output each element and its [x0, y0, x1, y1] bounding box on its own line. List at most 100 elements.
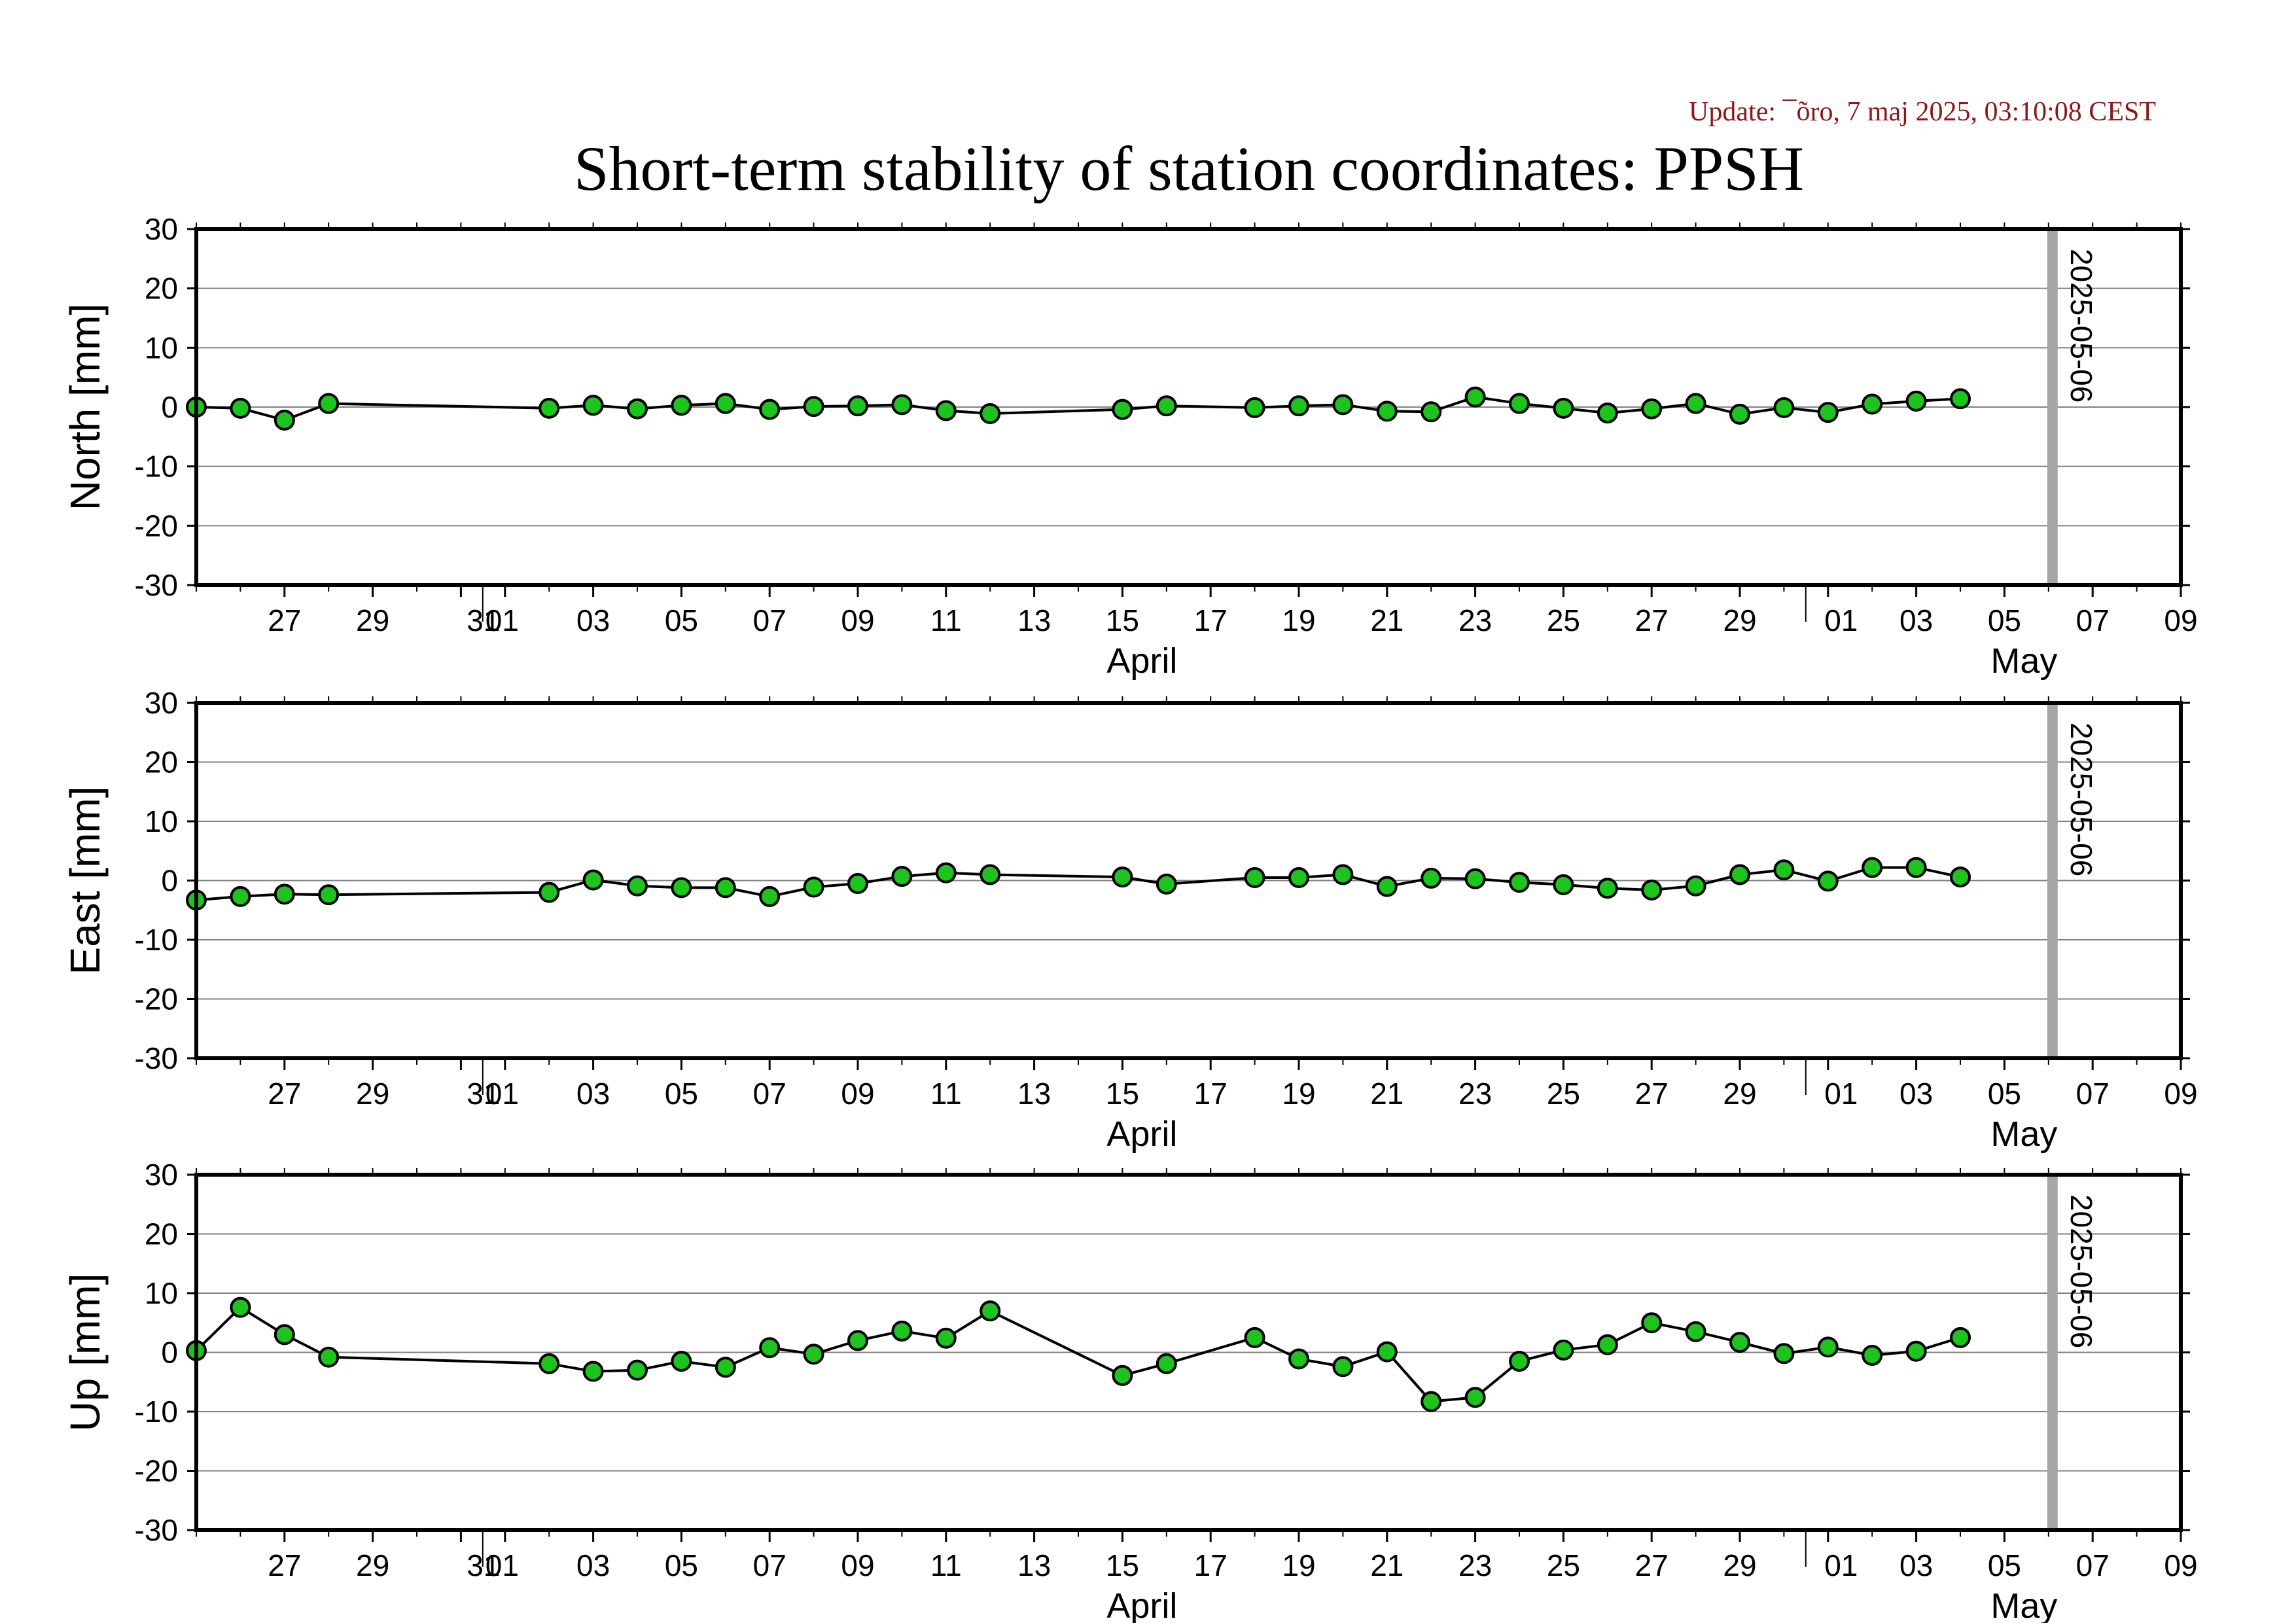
- x-tick-label: 05: [665, 603, 698, 637]
- data-point: [935, 400, 957, 421]
- x-tick-label: 21: [1370, 603, 1404, 637]
- x-tick-label: 29: [1723, 1077, 1756, 1111]
- reference-date-bar: [2047, 1175, 2058, 1530]
- x-tick-label: 07: [753, 1077, 786, 1111]
- data-point: [980, 864, 1001, 885]
- data-point: [539, 1353, 560, 1374]
- x-tick-label: 15: [1106, 1077, 1139, 1111]
- data-point: [230, 397, 251, 419]
- data-point: [1641, 1312, 1663, 1334]
- data-point: [891, 394, 913, 416]
- x-tick-label: 29: [356, 1548, 389, 1582]
- x-tick-label: 09: [841, 603, 874, 637]
- data-point: [627, 1359, 648, 1381]
- y-tick-label: -30: [135, 1513, 178, 1547]
- data-point: [1112, 866, 1133, 888]
- x-tick-label: 31: [467, 1548, 500, 1582]
- data-point: [1244, 866, 1265, 888]
- data-point: [1553, 397, 1574, 419]
- x-tick-label: 07: [753, 1548, 786, 1582]
- x-tick-label: 07: [2076, 603, 2110, 637]
- chart-title: Short-term stability of station coordina…: [574, 134, 1804, 204]
- x-tick-label: 03: [1899, 603, 1933, 637]
- data-point: [1950, 388, 1971, 410]
- series-line: [196, 866, 1961, 902]
- y-axis-label: Up [mm]: [62, 1274, 109, 1432]
- data-point: [1553, 874, 1574, 895]
- update-timestamp: Update: ¯õro, 7 maj 2025, 03:10:08 CEST: [1689, 97, 2156, 127]
- data-point: [1288, 1348, 1309, 1370]
- x-tick-label: 11: [930, 1077, 962, 1111]
- data-point: [1729, 1332, 1750, 1353]
- y-tick-label: 0: [161, 1336, 178, 1370]
- x-tick-label: 03: [1899, 1548, 1933, 1582]
- data-point: [539, 397, 560, 419]
- data-point: [1685, 875, 1706, 897]
- data-point: [1509, 1351, 1530, 1372]
- y-tick-label: 10: [145, 804, 178, 838]
- x-tick-label: 29: [356, 603, 389, 637]
- x-tick-label: 31: [467, 1077, 500, 1111]
- month-label: April: [1106, 1586, 1177, 1623]
- data-point: [1421, 401, 1442, 423]
- data-point: [1288, 866, 1309, 888]
- month-label: April: [1106, 1115, 1177, 1154]
- data-point: [274, 409, 295, 431]
- data-point: [1332, 394, 1354, 416]
- x-tick-label: 27: [268, 1548, 301, 1582]
- x-tick-label: 01: [1824, 603, 1858, 637]
- data-point: [230, 1296, 251, 1318]
- x-tick-label: 01: [486, 1548, 519, 1582]
- data-point: [1641, 398, 1663, 419]
- month-label: April: [1106, 641, 1177, 681]
- x-tick-label: 09: [841, 1077, 874, 1111]
- x-tick-label: 07: [2076, 1077, 2110, 1111]
- data-point: [1156, 1353, 1177, 1374]
- data-point: [1685, 1321, 1706, 1342]
- data-point: [671, 1351, 692, 1372]
- data-point: [1597, 402, 1618, 424]
- data-point: [274, 883, 295, 905]
- x-tick-label: 09: [2164, 1077, 2197, 1111]
- y-tick-label: 30: [145, 212, 178, 246]
- data-point: [1950, 1327, 1971, 1348]
- y-tick-label: 30: [145, 1158, 178, 1192]
- x-tick-label: 05: [1988, 1548, 2021, 1582]
- data-point: [627, 398, 648, 419]
- data-point: [891, 1320, 913, 1342]
- data-point: [1773, 1343, 1795, 1364]
- y-tick-label: 10: [145, 330, 178, 365]
- month-label: May: [1990, 1115, 2057, 1154]
- data-point: [1288, 395, 1309, 417]
- data-point: [891, 866, 913, 887]
- data-point: [803, 876, 824, 898]
- data-point: [1905, 1340, 1927, 1362]
- data-point: [1729, 403, 1750, 425]
- plot-frame: [194, 701, 2183, 1060]
- y-tick-label: -20: [135, 1454, 178, 1488]
- data-point: [1332, 864, 1354, 885]
- data-point: [671, 395, 692, 416]
- x-tick-label: 07: [753, 603, 786, 637]
- y-tick-label: -10: [135, 450, 178, 484]
- data-point: [715, 1357, 736, 1378]
- data-point: [759, 1337, 781, 1359]
- data-point: [1862, 857, 1883, 878]
- data-point: [847, 873, 868, 895]
- data-point: [627, 875, 648, 897]
- x-tick-label: 15: [1106, 603, 1139, 637]
- data-point: [1509, 393, 1530, 414]
- data-point: [1862, 393, 1883, 415]
- data-point: [1376, 401, 1398, 422]
- data-point: [1773, 397, 1795, 418]
- data-point: [847, 395, 868, 417]
- data-point: [1729, 864, 1750, 885]
- x-tick-label: 19: [1282, 1077, 1315, 1111]
- x-tick-label: 29: [1723, 603, 1756, 637]
- data-point: [1817, 870, 1839, 892]
- x-tick-label: 27: [1635, 603, 1669, 637]
- data-point: [1553, 1339, 1574, 1361]
